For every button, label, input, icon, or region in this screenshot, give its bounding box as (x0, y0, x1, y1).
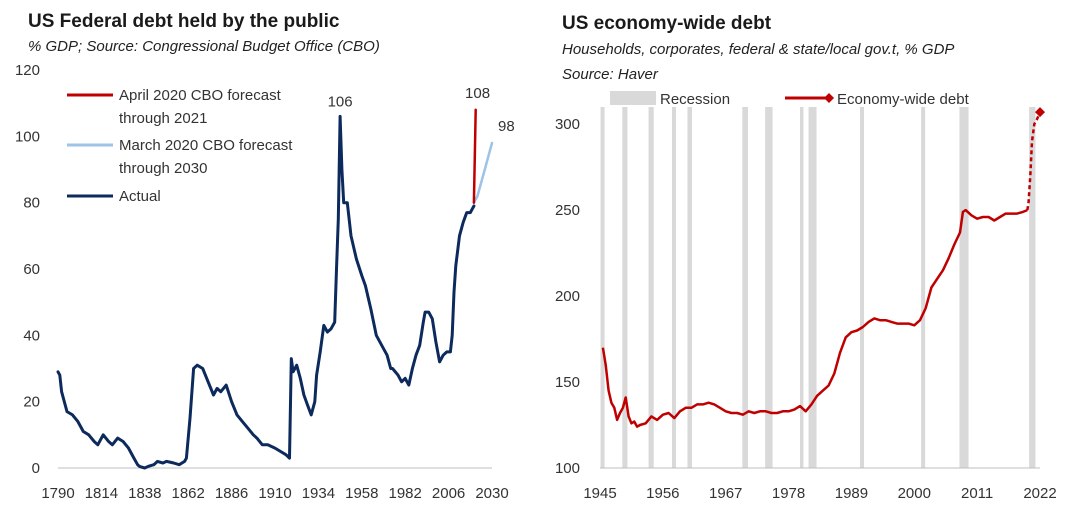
left-x-tick-label-8: 1982 (389, 485, 422, 502)
right-x-tick-label-1: 1956 (646, 485, 679, 502)
right-recession-band-11 (959, 107, 969, 468)
right-y-tick-label-4: 300 (555, 116, 580, 133)
left-annotation-march: 98 (498, 118, 515, 135)
right-recession-band-6 (765, 107, 773, 468)
right-x-tick-label-2: 1967 (709, 485, 742, 502)
right-x-tick-label-3: 1978 (772, 485, 805, 502)
left-x-tick-label-2: 1838 (128, 485, 161, 502)
left-x-tick-label-4: 1886 (215, 485, 248, 502)
left-y-tick-label-4: 80 (23, 195, 40, 212)
right-recession-band-10 (921, 107, 926, 468)
left-y-tick-label-5: 100 (15, 128, 40, 145)
left-x-tick-label-1: 1814 (85, 485, 118, 502)
left-legend-label-2: Actual (119, 188, 161, 205)
left-x-tick-label-6: 1934 (302, 485, 335, 502)
right-y-tick-label-2: 200 (555, 288, 580, 305)
left-x-tick-label-10: 2030 (475, 485, 508, 502)
right-recession-band-5 (742, 107, 748, 468)
left-legend-label-0: April 2020 CBO forecast (119, 87, 282, 104)
left-y-tick-label-6: 120 (15, 62, 40, 79)
right-recession-band-12 (1029, 107, 1036, 468)
right-recession-band-4 (687, 107, 692, 468)
left-chart-panel: US Federal debt held by the public % GDP… (0, 0, 535, 523)
right-recession-band-0 (600, 107, 605, 468)
left-annotation-peak: 106 (328, 93, 353, 110)
right-chart-title: US economy-wide debt (562, 13, 772, 34)
right-series-end-marker (1035, 107, 1045, 118)
right-y-tick-label-1: 150 (555, 374, 580, 391)
left-x-tick-label-3: 1862 (172, 485, 205, 502)
right-legend-label-recession: Recession (660, 91, 730, 108)
left-x-tick-label-7: 1958 (345, 485, 378, 502)
right-x-tick-label-4: 1989 (835, 485, 868, 502)
left-legend-label-1: March 2020 CBO forecast (119, 137, 293, 154)
right-legend-label-debt: Economy-wide debt (837, 91, 970, 108)
right-series-line-dashed (1026, 111, 1042, 211)
right-chart-source: Source: Haver (562, 66, 658, 83)
left-legend-label-1-line2: through 2030 (119, 160, 207, 177)
left-y-tick-label-2: 40 (23, 327, 40, 344)
right-y-tick-label-3: 250 (555, 202, 580, 219)
left-y-tick-label-0: 0 (32, 460, 40, 477)
left-chart-subtitle: % GDP; Source: Congressional Budget Offi… (28, 38, 380, 55)
right-recession-band-9 (860, 107, 864, 468)
right-chart-plot: 100 150 200 250 300 1945 1956 1967 1978 1989 2000 2… (555, 91, 1057, 502)
right-recession-band-7 (800, 107, 804, 468)
right-recession-band-2 (648, 107, 654, 468)
left-chart-title: US Federal debt held by the public (28, 11, 340, 32)
right-y-tick-label-0: 100 (555, 460, 580, 477)
right-x-tick-label-6: 2011 (961, 485, 993, 502)
right-x-tick-label-5: 2000 (898, 485, 931, 502)
right-recession-band-8 (808, 107, 817, 468)
right-legend-swatch-recession (610, 91, 656, 105)
left-y-tick-label-1: 20 (23, 394, 40, 411)
left-y-tick-label-3: 60 (23, 261, 40, 278)
left-x-tick-label-9: 2006 (432, 485, 465, 502)
left-series-line-1 (472, 141, 494, 204)
left-series-line-2 (56, 114, 476, 470)
left-legend-label-0-line2: through 2021 (119, 110, 207, 127)
right-chart-subtitle: Households, corporates, federal & state/… (562, 41, 955, 58)
right-recession-band-3 (672, 107, 676, 468)
right-x-tick-label-0: 1945 (583, 485, 616, 502)
right-recession-band-1 (622, 107, 628, 468)
right-series-line (601, 208, 1028, 428)
left-annotation-april: 108 (465, 85, 490, 102)
left-x-tick-label-0: 1790 (41, 485, 74, 502)
left-chart-plot: 0 20 40 60 80 100 120 1790 1814 1838 1862 1886 1910 1… (15, 62, 515, 502)
right-legend-marker-debt (824, 93, 834, 103)
left-series-line-0 (472, 108, 477, 204)
left-x-tick-label-5: 1910 (258, 485, 291, 502)
right-chart-panel: US economy-wide debt Households, corpora… (545, 0, 1080, 523)
right-x-tick-label-7: 2022 (1023, 485, 1056, 502)
